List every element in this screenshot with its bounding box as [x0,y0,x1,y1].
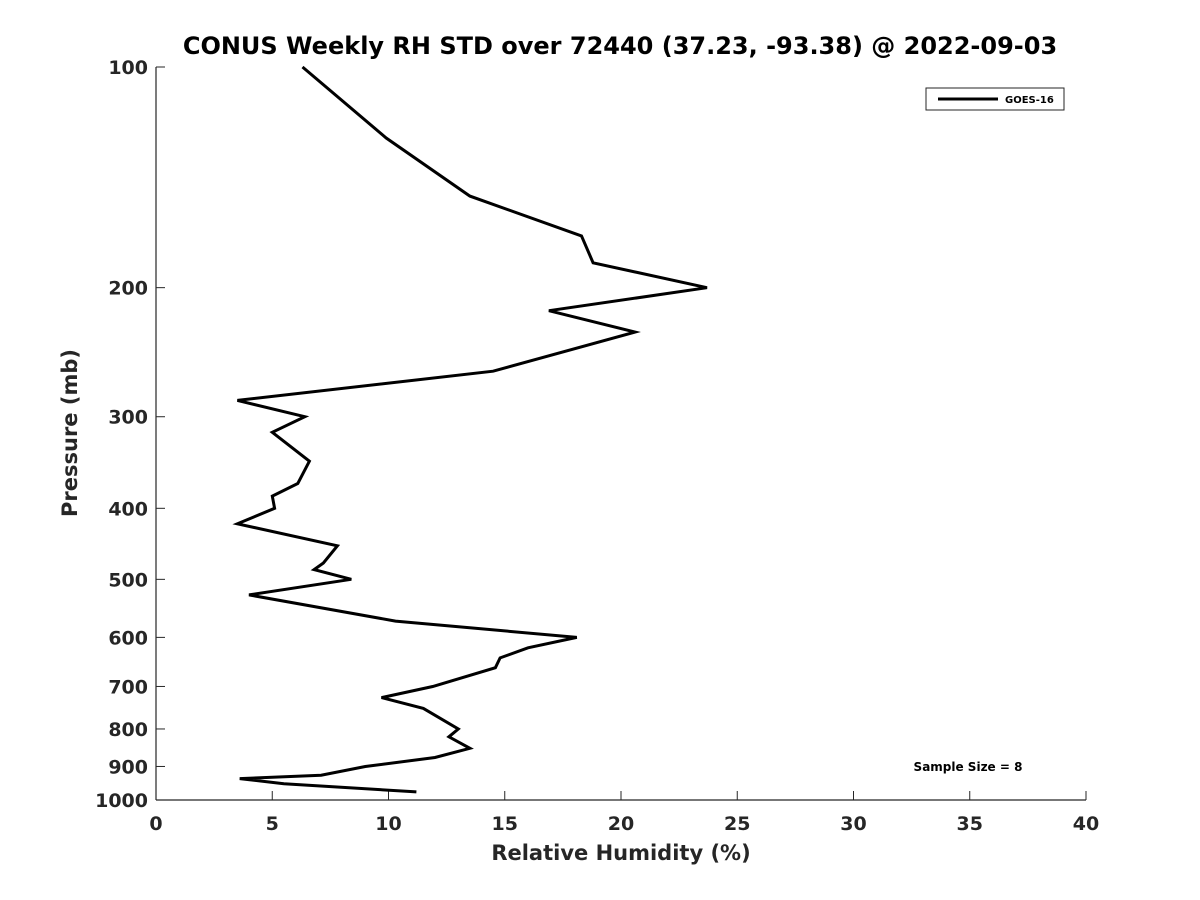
legend-entry-goes-16: GOES-16 [1005,95,1054,106]
x-ticks: 0 5 10 15 20 25 30 35 40 [149,791,1099,835]
y-ticks: 100 200 300 400 500 600 700 800 900 1000 [95,57,165,812]
y-tick-label: 300 [108,407,148,429]
chart-title: CONUS Weekly RH STD over 72440 (37.23, -… [183,32,1057,60]
y-tick-label: 100 [108,57,148,79]
x-tick-label: 5 [266,813,279,835]
plot-axes [155,67,1086,801]
x-tick-label: 35 [957,813,983,835]
x-tick-label: 15 [492,813,518,835]
y-tick-label: 700 [108,676,148,698]
series-line-goes-16 [232,65,708,794]
x-tick-label: 25 [724,813,750,835]
y-tick-label: 1000 [95,790,148,812]
series-layer [232,65,708,794]
sample-size-annotation: Sample Size = 8 [914,760,1023,774]
x-tick-label: 20 [608,813,634,835]
y-tick-label: 400 [108,498,148,520]
y-tick-label: 900 [108,756,148,778]
x-tick-label: 0 [149,813,162,835]
y-axis-label: Pressure (mb) [58,349,82,517]
x-tick-label: 40 [1073,813,1099,835]
legend: GOES-16 [925,87,1065,111]
y-tick-label: 500 [108,569,148,591]
y-tick-label: 600 [108,627,148,649]
x-tick-label: 30 [840,813,866,835]
y-tick-label: 200 [108,278,148,300]
y-tick-label: 800 [108,719,148,741]
x-axis-label: Relative Humidity (%) [491,841,750,865]
x-tick-label: 10 [375,813,401,835]
